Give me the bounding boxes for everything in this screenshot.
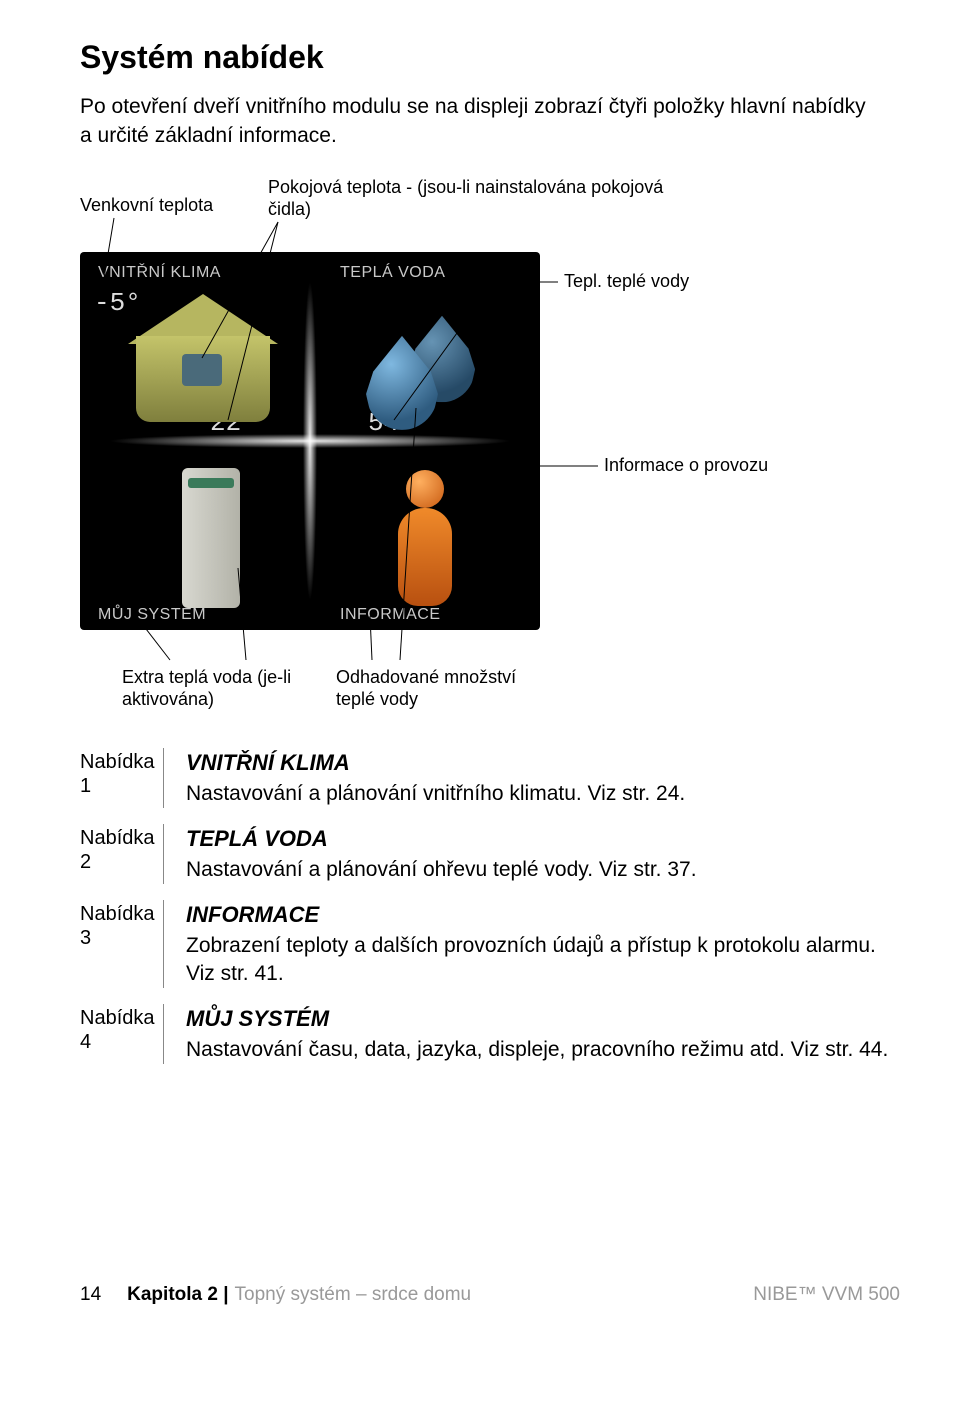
section-heading: Systém nabídek: [80, 36, 900, 79]
menu-tag: Nabídka 4: [80, 1004, 164, 1064]
menu-title: TEPLÁ VODA: [186, 824, 900, 854]
chapter-title: Topný systém – srdce domu: [235, 1282, 472, 1308]
menu-row-1: Nabídka 1 VNITŘNÍ KLIMA Nastavování a pl…: [80, 748, 900, 808]
menu-desc: Nastavování a plánování ohřevu teplé vod…: [186, 856, 900, 884]
menu-desc: Zobrazení teploty a dalších provozních ú…: [186, 932, 900, 989]
menu-row-3: Nabídka 3 INFORMACE Zobrazení teploty a …: [80, 900, 900, 988]
quadrant-label-tepla-voda: TEPLÁ VODA: [340, 262, 445, 284]
intro-paragraph: Po otevření dveří vnitřního modulu se na…: [80, 93, 880, 150]
info-figure-icon: [380, 470, 470, 610]
menu-tag: Nabídka 1: [80, 748, 164, 808]
page-number: 14: [80, 1282, 101, 1308]
menu-desc: Nastavování a plánování vnitřního klimat…: [186, 780, 900, 808]
callout-estimated-hw: Odhadované množství teplé vody: [336, 666, 556, 711]
callout-operation-info: Informace o provozu: [604, 454, 824, 477]
menu-title: INFORMACE: [186, 900, 900, 930]
menu-row-2: Nabídka 2 TEPLÁ VODA Nastavování a pláno…: [80, 824, 900, 884]
menu-tag: Nabídka 3: [80, 900, 164, 988]
product-name: NIBE™ VVM 500: [753, 1282, 900, 1308]
page-footer: 14 Kapitola 2 | Topný systém – srdce dom…: [0, 1260, 960, 1330]
menu-list: Nabídka 1 VNITŘNÍ KLIMA Nastavování a pl…: [80, 748, 900, 1064]
callout-room-temp: Pokojová teplota - (jsou-li nainstalován…: [268, 176, 698, 221]
menu-title: MŮJ SYSTÉM: [186, 1004, 900, 1034]
document-page: Systém nabídek Po otevření dveří vnitřní…: [0, 0, 960, 1330]
heat-pump-icon: [182, 468, 240, 608]
menu-tag: Nabídka 2: [80, 824, 164, 884]
chapter-label: Kapitola 2 |: [127, 1282, 228, 1308]
menu-row-4: Nabídka 4 MŮJ SYSTÉM Nastavování času, d…: [80, 1004, 900, 1064]
house-icon: [128, 294, 278, 424]
display-diagram: Venkovní teplota Pokojová teplota - (jso…: [80, 172, 880, 732]
device-display: VNITŘNÍ KLIMA TEPLÁ VODA MŮJ SYSTÉM INFO…: [80, 252, 540, 630]
callout-hw-temp: Tepl. teplé vody: [564, 270, 764, 293]
callout-extra-hw: Extra teplá voda (je-li aktivována): [122, 666, 322, 711]
glow-vertical: [303, 282, 317, 600]
menu-title: VNITŘNÍ KLIMA: [186, 748, 900, 778]
menu-desc: Nastavování času, data, jazyka, displeje…: [186, 1036, 900, 1064]
callout-outdoor-temp: Venkovní teplota: [80, 194, 250, 217]
quadrant-label-klima: VNITŘNÍ KLIMA: [98, 262, 221, 284]
water-drops-icon: [348, 306, 498, 436]
